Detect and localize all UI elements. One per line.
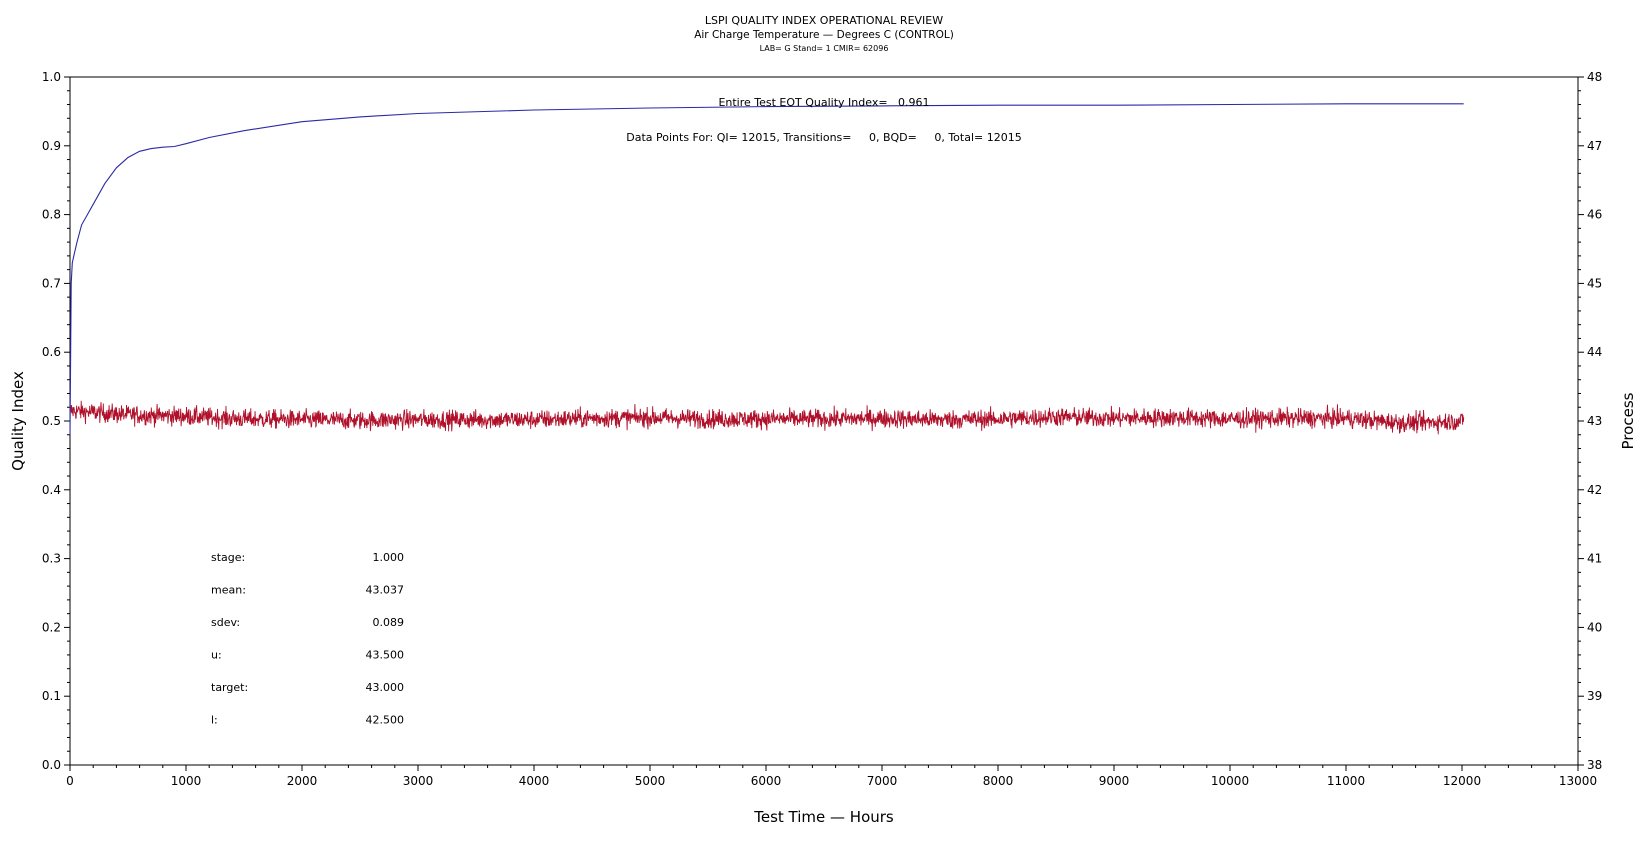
stat-value: 1.000 — [373, 551, 405, 564]
chart-title: LSPI QUALITY INDEX OPERATIONAL REVIEW — [705, 14, 943, 27]
y2-tick-label: 38 — [1587, 758, 1602, 772]
y-tick-label: 0.1 — [42, 689, 61, 703]
data-points-annotation: Data Points For: QI= 12015, Transitions=… — [626, 131, 1021, 144]
x-tick-label: 3000 — [403, 774, 434, 788]
y-tick-label: 0.3 — [42, 552, 61, 566]
y2-tick-label: 41 — [1587, 552, 1602, 566]
stats-block: stage: 1.000 mean: 43.037 sdev: 0.089 u: 43.500… — [211, 551, 404, 727]
stat-label: sdev: — [211, 616, 240, 629]
process-series-line — [69, 400, 1465, 435]
stat-value: 43.000 — [366, 681, 405, 694]
y2-tick-label: 47 — [1587, 139, 1602, 153]
y-tick-label: 0.7 — [42, 276, 61, 290]
y2-tick-label: 45 — [1587, 276, 1602, 290]
y-axis-label: Quality Index — [9, 371, 27, 471]
y-tick-label: 0.5 — [42, 414, 61, 428]
x-tick-label: 6000 — [751, 774, 782, 788]
stat-label: u: — [211, 649, 222, 662]
y-tick-label: 0.8 — [42, 208, 61, 222]
stat-value: 43.500 — [366, 649, 405, 662]
stat-value: 43.037 — [366, 584, 405, 597]
x-tick-label: 1000 — [171, 774, 202, 788]
x-tick-label: 13000 — [1559, 774, 1597, 788]
stat-label: l: — [211, 714, 218, 727]
left-axis-ticks: 0.0 0.1 0.2 0.3 0.4 0.5 0.6 0.7 0.8 0.9 1.0 — [42, 70, 70, 772]
chart-subsubtitle: LAB= G Stand= 1 CMIR= 62096 — [760, 44, 889, 53]
y2-tick-label: 44 — [1587, 345, 1602, 359]
stat-label: stage: — [211, 551, 245, 564]
y-tick-label: 0.2 — [42, 620, 61, 634]
x-tick-label: 9000 — [1099, 774, 1130, 788]
y2-axis-label: Process — [1619, 392, 1637, 449]
x-tick-label: 5000 — [635, 774, 666, 788]
x-tick-label: 4000 — [519, 774, 550, 788]
x-tick-label: 2000 — [287, 774, 318, 788]
x-tick-label: 10000 — [1211, 774, 1249, 788]
x-tick-label: 0 — [66, 774, 74, 788]
y2-tick-label: 43 — [1587, 414, 1602, 428]
quality-index-series-line — [69, 103, 1464, 435]
right-axis-ticks: 38 39 40 41 42 43 44 45 46 47 48 — [1578, 70, 1602, 772]
eot-quality-index-annotation: Entire Test EOT Quality Index= 0.961 — [718, 96, 929, 109]
x-axis-label: Test Time — Hours — [753, 808, 894, 826]
y-tick-label: 0.6 — [42, 345, 61, 359]
y-tick-label: 1.0 — [42, 70, 61, 84]
y2-tick-label: 46 — [1587, 208, 1602, 222]
stat-value: 42.500 — [366, 714, 405, 727]
y2-tick-label: 42 — [1587, 483, 1602, 497]
chart-subtitle: Air Charge Temperature — Degrees C (CONT… — [694, 29, 954, 41]
stat-label: mean: — [211, 584, 246, 597]
x-tick-label: 12000 — [1443, 774, 1481, 788]
y2-tick-label: 39 — [1587, 689, 1602, 703]
x-tick-label: 11000 — [1327, 774, 1365, 788]
x-tick-label: 7000 — [867, 774, 898, 788]
stat-value: 0.089 — [373, 616, 405, 629]
y2-tick-label: 40 — [1587, 620, 1602, 634]
y2-tick-label: 48 — [1587, 70, 1602, 84]
x-axis-ticks: 0 1000 2000 3000 4000 5000 6000 7000 8000 9000 100… — [66, 765, 1597, 788]
x-tick-label: 8000 — [983, 774, 1014, 788]
y-tick-label: 0.0 — [42, 758, 61, 772]
y-tick-label: 0.4 — [42, 483, 61, 497]
stat-label: target: — [211, 681, 248, 694]
y-tick-label: 0.9 — [42, 139, 61, 153]
